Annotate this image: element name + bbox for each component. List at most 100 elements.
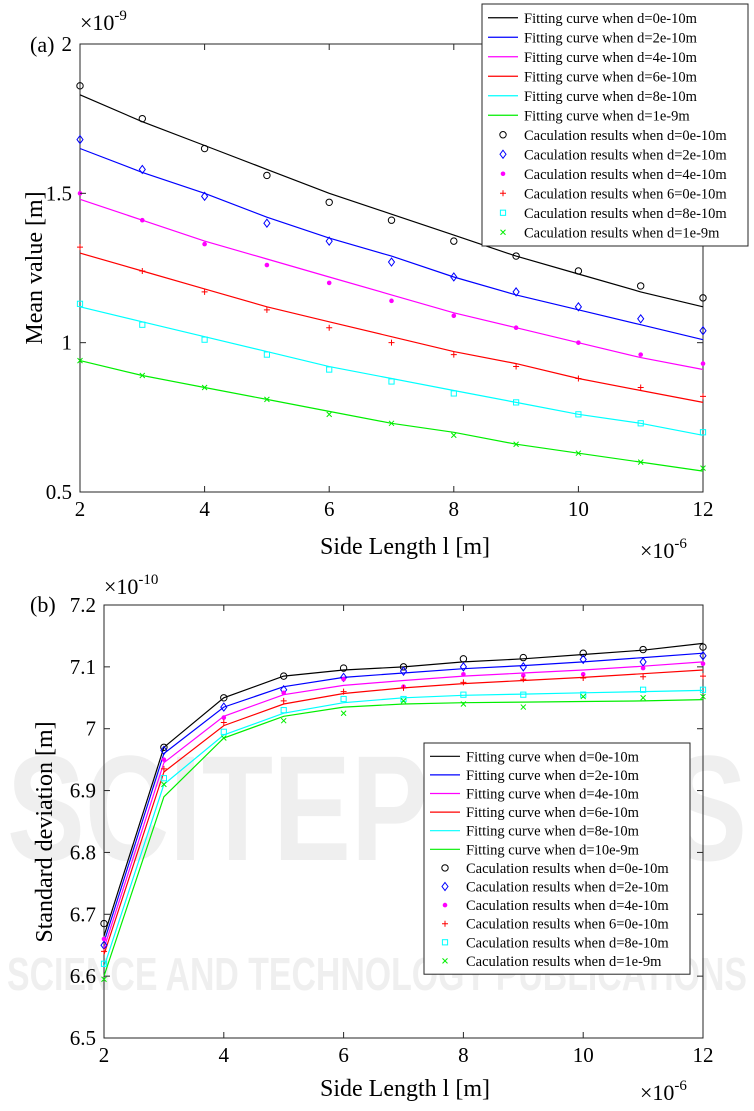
data-point-a-9-1 [139, 267, 146, 274]
data-point-a-7-2 [200, 191, 209, 202]
x-tick-label-b-3: 8 [458, 1043, 469, 1067]
x-exponent-b-power: -6 [674, 1078, 687, 1094]
data-point-a-9-7 [513, 363, 520, 370]
x-exponent-a-base: ×10 [640, 538, 674, 563]
data-point-b-6-6 [459, 655, 468, 663]
x-tick-label-a-1: 4 [199, 497, 210, 521]
data-point-b-10-0 [100, 960, 108, 967]
fit-curve-a-2 [79, 198, 704, 371]
legend-swatch-a-8 [500, 171, 506, 177]
data-point-b-11-6 [460, 701, 467, 707]
y-tick-label-b-4: 6.9 [70, 779, 96, 803]
x-exponent-a-power: -6 [674, 536, 687, 552]
data-point-a-7-1 [138, 164, 146, 175]
data-point-b-9-4 [340, 688, 347, 695]
y-exponent-a: ×10-9 [80, 8, 127, 35]
data-point-b-7-2 [220, 702, 228, 712]
data-point-a-7-0 [76, 134, 84, 145]
data-point-a-7-10 [699, 325, 707, 336]
fit-curve-a-0 [79, 94, 704, 308]
data-point-b-11-7 [520, 704, 527, 710]
data-point-a-6-0 [76, 82, 84, 90]
y-tick-label-b-3: 6.8 [70, 840, 96, 864]
x-tick-label-b-5: 12 [693, 1043, 714, 1067]
data-point-b-9-7 [520, 676, 527, 683]
y-exponent-b-base: ×10 [104, 574, 138, 599]
data-point-b-9-2 [220, 719, 227, 726]
data-point-b-11-2 [220, 735, 227, 741]
data-point-a-7-3 [263, 218, 271, 229]
data-point-b-9-0 [101, 948, 107, 955]
data-point-b-7-5 [399, 666, 408, 677]
data-point-a-6-1 [138, 114, 147, 123]
data-point-b-9-1 [160, 765, 167, 772]
data-point-a-9-0 [77, 244, 83, 251]
y-exponent-a-base: ×10 [80, 10, 114, 35]
data-point-a-8-7 [513, 325, 519, 331]
data-point-b-11-4 [340, 710, 347, 717]
y-tick-label-a-2: 1.5 [46, 181, 72, 205]
data-point-b-6-10 [699, 643, 707, 651]
legend-swatch-a-9 [500, 190, 506, 197]
data-point-a-10-10 [699, 429, 707, 436]
data-point-a-10-7 [513, 399, 520, 406]
ticks-b: 2 4 6 8 10 12 6.5 6.6 6.7 6.8 6.9 7 7.1 7.2 [70, 593, 714, 1067]
data-point-b-11-10 [700, 693, 706, 700]
data-point-a-6-2 [200, 144, 209, 153]
data-point-b-6-2 [220, 694, 228, 702]
data-point-b-8-7 [521, 673, 526, 678]
x-exponent-b-base: ×10 [640, 1080, 674, 1105]
y-tick-label-b-7: 7.2 [70, 593, 96, 617]
legend-swatch-a-10 [499, 209, 507, 216]
axes-box-b [103, 604, 704, 1039]
data-point-a-9-8 [575, 375, 582, 382]
legend-label-b-10: Caculation results when d=8e-10m [466, 935, 669, 951]
fit-curve-a-1 [79, 147, 704, 341]
legend-swatch-b-9 [442, 920, 448, 927]
data-point-a-7-9 [637, 313, 645, 324]
y-exponent-b: ×10-10 [104, 572, 158, 599]
data-point-a-11-8 [575, 450, 582, 457]
legend-label-b-4: Fitting curve when d=8e-10m [466, 824, 640, 840]
data-point-b-8-9 [640, 665, 646, 671]
data-point-b-9-9 [640, 673, 647, 680]
legend-swatch-a-6 [499, 131, 507, 139]
data-point-b-11-1 [161, 781, 167, 788]
data-point-a-6-5 [387, 216, 396, 224]
legend-swatch-a-11 [500, 229, 506, 236]
x-tick-label-a-4: 10 [568, 497, 589, 521]
data-point-b-8-0 [101, 936, 107, 942]
data-point-a-7-4 [325, 236, 333, 246]
legend-box-a [481, 3, 749, 247]
data-point-a-10-3 [263, 351, 270, 358]
x-tick-label-a-2: 6 [324, 497, 335, 521]
data-point-b-10-5 [400, 695, 407, 703]
data-point-b-8-4 [341, 676, 346, 682]
data-point-b-11-5 [400, 698, 407, 704]
legend-label-b-9: Caculation results when 6=0e-10m [466, 917, 669, 933]
legend-label-b-2: Fitting curve when d=4e-10m [466, 787, 640, 803]
data-point-b-10-6 [460, 691, 467, 698]
legend-label-a-3: Fitting curve when d=6e-10m [524, 69, 698, 85]
panel-label-a: (a) [30, 32, 54, 57]
data-point-b-10-10 [699, 686, 707, 693]
data-point-a-11-3 [264, 396, 270, 403]
y-tick-label-b-0: 6.5 [70, 1026, 96, 1050]
data-point-a-8-10 [700, 361, 706, 366]
data-point-a-6-8 [574, 267, 583, 275]
data-point-a-8-1 [140, 217, 145, 223]
y-tick-label-b-1: 6.6 [70, 964, 96, 988]
data-point-a-6-7 [512, 252, 520, 260]
data-point-b-10-9 [640, 686, 647, 693]
y-exponent-b-power: -10 [138, 572, 158, 588]
x-exponent-a: ×10-6 [640, 536, 687, 563]
data-point-a-10-9 [637, 420, 644, 427]
fit-curve-b-2 [103, 661, 704, 949]
data-point-a-11-6 [450, 432, 457, 439]
legend-box-b [423, 742, 691, 975]
legend-label-a-7: Caculation results when d=2e-10m [524, 147, 727, 163]
legend-label-b-8: Caculation results when d=4e-10m [466, 898, 669, 914]
x-tick-label-a-3: 8 [449, 497, 460, 521]
y-tick-label-b-5: 7 [86, 717, 97, 741]
data-point-b-6-8 [579, 649, 587, 657]
